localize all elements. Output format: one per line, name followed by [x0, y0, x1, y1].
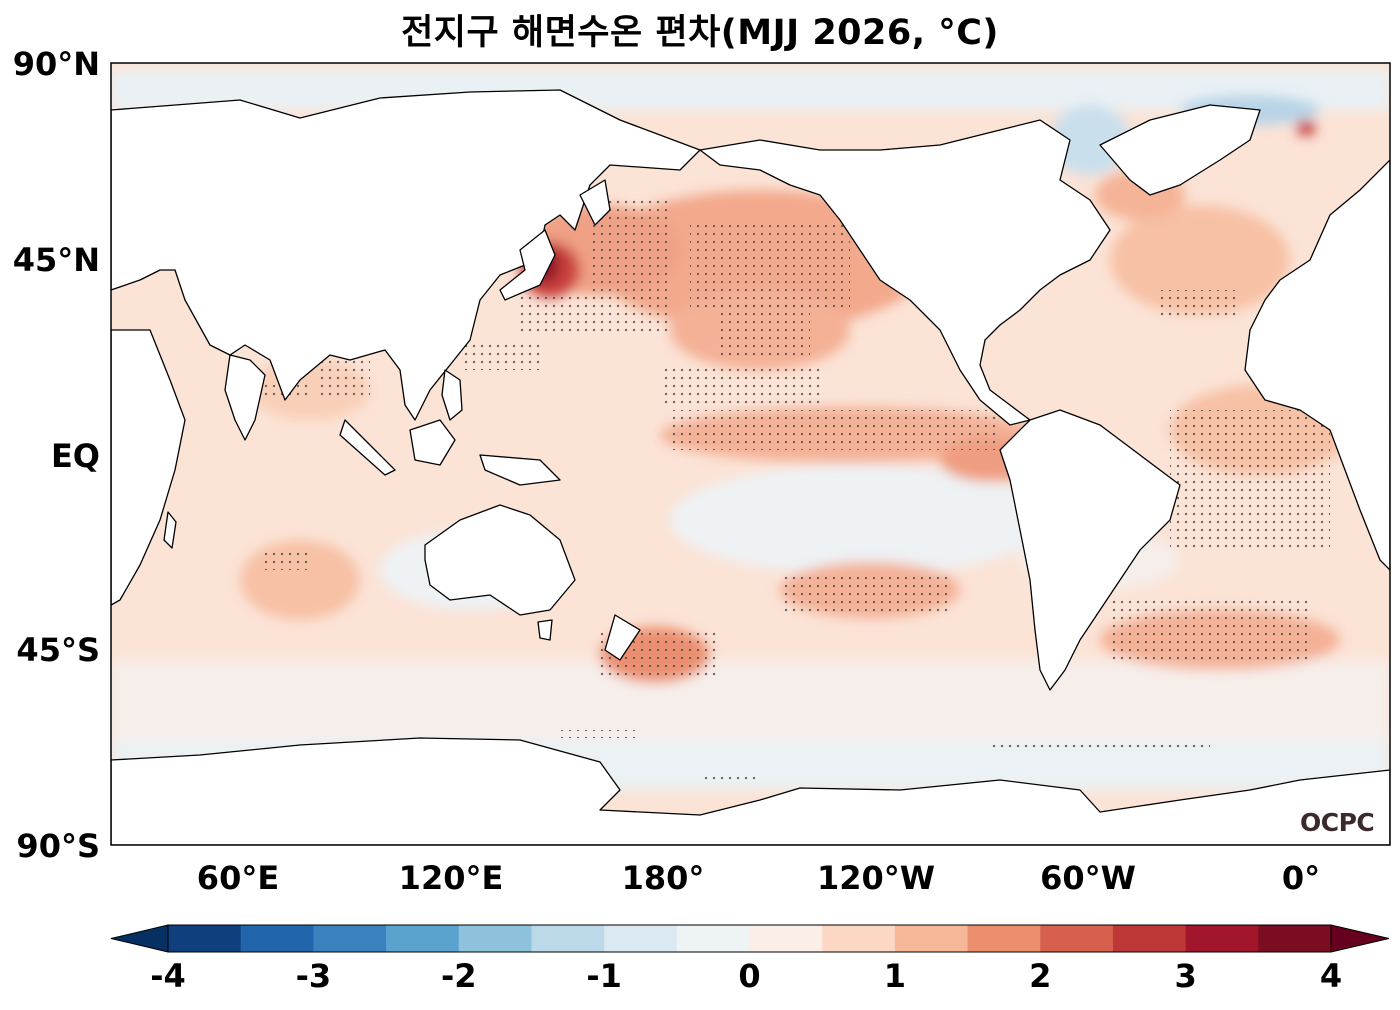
europe-africa-land: [1244, 159, 1390, 571]
colorbar-tick-label: -2: [440, 957, 477, 995]
colorbar-segment: [313, 925, 387, 952]
colorbar-segment: [676, 925, 751, 952]
colorbar-segment: [1258, 925, 1332, 952]
colorbar-segment: [822, 925, 896, 952]
colorbar-segment: [168, 925, 242, 952]
colorbar-outline: [167, 924, 1332, 953]
eurasia-land: [111, 89, 701, 421]
map-frame: [110, 62, 1391, 846]
colorbar-tick-label: 4: [1319, 957, 1343, 995]
colorbar-tick-label: -4: [150, 957, 186, 995]
japan-land: [499, 229, 556, 301]
colorbar-extend-high: [1330, 924, 1390, 953]
colorbar-tick-label: 1: [883, 957, 906, 995]
borneo-land: [409, 419, 456, 466]
colorbar-segment: [531, 925, 605, 952]
lon-label-120w: 120°W: [816, 859, 936, 897]
colorbar-segment: [1112, 925, 1187, 952]
colorbar-segment: [458, 925, 533, 952]
lat-label-45s: 45°S: [16, 631, 100, 669]
colorbar-segment: [604, 925, 678, 952]
colorbar-tick-label: 3: [1174, 957, 1197, 995]
south-america-land: [999, 409, 1181, 691]
lat-label-90s: 90°S: [16, 827, 100, 865]
lon-label-180: 180°: [621, 859, 705, 897]
madagascar-land: [163, 511, 177, 549]
greenland-land: [1099, 104, 1261, 196]
colorbar-segment: [386, 925, 460, 952]
philippines-land: [441, 369, 463, 421]
lon-label-0: 0°: [1281, 859, 1321, 897]
sumatra-land: [339, 419, 396, 476]
colorbar-tick-label: -1: [586, 957, 622, 995]
kamchatka-land: [579, 179, 611, 226]
colorbar-segment: [240, 925, 314, 952]
lat-label-45n: 45°N: [12, 241, 100, 279]
australia-land: [424, 504, 576, 616]
lon-label-120e: 120°E: [398, 859, 504, 897]
colorbar-segment: [894, 925, 969, 952]
colorbar-tick-label: -3: [295, 957, 332, 995]
lon-label-60w: 60°W: [1040, 859, 1136, 897]
lat-label-90n: 90°N: [12, 45, 100, 83]
new-zealand-land: [604, 614, 641, 661]
africa-land: [111, 329, 186, 606]
significance-stippling: [250, 195, 1330, 781]
sst-anomaly-map: [110, 62, 1391, 846]
colorbar-tick-label: 2: [1029, 957, 1052, 995]
ocpc-logo: OCPC: [1300, 808, 1375, 837]
colorbar-segment: [967, 925, 1041, 952]
map-title: 전지구 해면수온 편차(MJJ 2026, °C): [401, 13, 999, 53]
new-guinea-land: [479, 454, 561, 486]
india-land: [224, 354, 266, 441]
colorbar-segment: [1040, 925, 1114, 952]
lon-label-60e: 60°E: [196, 859, 280, 897]
antarctica-land: [111, 737, 1390, 845]
north-america-land: [699, 119, 1111, 426]
colorbar-segment: [749, 925, 823, 952]
colorbar-segment: [1185, 925, 1259, 952]
tasmania-land: [537, 619, 553, 641]
land-masses: [111, 89, 1390, 845]
lat-label-eq: EQ: [50, 437, 100, 475]
colorbar-tick-label: 0: [738, 957, 761, 995]
colorbar-extend-low: [110, 924, 169, 953]
